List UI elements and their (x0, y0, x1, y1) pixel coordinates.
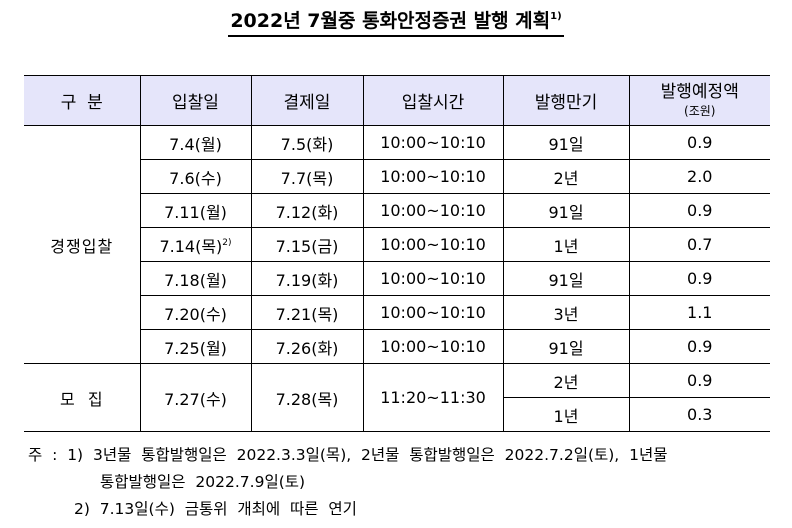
title-footnote-mark: 1) (550, 11, 562, 22)
maturity-cell: 91일 (502, 329, 630, 364)
header-amount-label: 발행예정액 (660, 81, 739, 102)
settlement-date-cell: 7.7(목) (250, 159, 364, 194)
maturity-cell: 2년 (502, 363, 630, 398)
page-title: 2022년 7월중 통화안정증권 발행 계획1) (0, 6, 792, 37)
header-bid-time: 입찰시간 (362, 75, 504, 126)
maturity-cell: 3년 (502, 295, 630, 330)
maturity-cell: 91일 (502, 261, 630, 296)
bid-date-cell: 7.20(수) (140, 295, 252, 330)
header-amount-unit: (조원) (684, 103, 716, 118)
footnote-1-line-1: 주 : 1) 3년물 통합발행일은 2022.3.3일(목), 2년물 통합발행… (28, 446, 668, 464)
table-row: 경쟁입찰 7.4(월) 7.5(화) 10:00~10:10 91일 0.9 (24, 125, 770, 364)
amount-cell: 0.9 (628, 261, 770, 296)
amount-cell: 2.0 (628, 159, 770, 194)
bid-time-cell: 10:00~10:10 (362, 193, 504, 228)
header-settlement-date: 결제일 (250, 75, 364, 126)
maturity-cell: 1년 (503, 397, 630, 432)
bid-time-cell: 10:00~10:10 (362, 159, 504, 194)
header-amount: 발행예정액 (조원) (628, 75, 770, 126)
amount-cell: 1.1 (628, 295, 770, 330)
bid-time-cell: 10:00~10:10 (362, 261, 504, 296)
amount-cell: 0.9 (628, 363, 770, 398)
table-row: 7.14(목)2) 7.15(금) 10:00~10:10 1년 0.7 (24, 227, 770, 262)
bid-date-cell: 7.25(월) (140, 329, 252, 364)
bid-time-cell: 10:00~10:10 (362, 329, 504, 364)
bid-time-cell: 10:00~10:10 (362, 295, 504, 330)
category-competitive-bidding: 경쟁입찰 (24, 125, 141, 364)
maturity-cell: 91일 (502, 125, 630, 160)
header-maturity: 발행만기 (502, 75, 630, 126)
bid-date-cell: 7.4(월) (139, 125, 252, 160)
bid-date-cell: 7.27(수) (139, 363, 252, 432)
maturity-cell: 2년 (502, 159, 630, 194)
settlement-date-cell: 7.26(화) (250, 329, 364, 364)
bid-time-cell: 10:00~10:10 (362, 227, 504, 262)
settlement-date-cell: 7.5(화) (250, 125, 364, 160)
amount-cell: 0.9 (628, 125, 770, 160)
bid-date-cell: 7.11(월) (140, 193, 252, 228)
footnotes: 주 : 1) 3년물 통합발행일은 2022.3.3일(목), 2년물 통합발행… (28, 442, 788, 523)
bid-date-cell: 7.18(월) (140, 261, 252, 296)
table-row: 1년 0.3 (24, 397, 770, 432)
amount-cell: 0.9 (628, 329, 770, 364)
settlement-date-cell: 7.15(금) (250, 227, 364, 262)
table-row: 모 집 7.27(수) 7.28(목) 11:20~11:30 2년 0.9 (24, 363, 770, 432)
maturity-cell: 1년 (502, 227, 630, 262)
settlement-date-cell: 7.19(화) (250, 261, 364, 296)
maturity-cell: 91일 (502, 193, 630, 228)
bid-time-cell: 10:00~10:10 (362, 125, 504, 160)
table-header-row: 구 분 입찰일 결제일 입찰시간 발행만기 발행예정액 (조원) (24, 75, 770, 126)
amount-cell: 0.3 (628, 397, 770, 432)
header-bid-date: 입찰일 (139, 75, 252, 126)
category-public-offering: 모 집 (24, 363, 141, 432)
issuance-plan-table: 구 분 입찰일 결제일 입찰시간 발행만기 발행예정액 (조원) 경쟁입찰 7.… (24, 75, 770, 432)
table-row: 7.20(수) 7.21(목) 10:00~10:10 3년 1.1 (24, 295, 770, 330)
amount-cell: 0.7 (628, 227, 770, 262)
title-text: 2022년 7월중 통화안정증권 발행 계획 (230, 10, 551, 32)
settlement-date-cell: 7.21(목) (250, 295, 364, 330)
bid-time-cell: 11:20~11:30 (362, 363, 504, 432)
bid-date-text: 7.14(목) (159, 236, 223, 256)
bid-date-cell: 7.14(목)2) (140, 227, 252, 262)
table-row: 7.25(월) 7.26(화) 10:00~10:10 91일 0.9 (24, 329, 770, 364)
bid-date-cell: 7.6(수) (140, 159, 252, 194)
footnote-2: 2) 7.13일(수) 금통위 개최에 따른 연기 (74, 500, 357, 518)
settlement-date-cell: 7.28(목) (250, 363, 364, 432)
footnote-1-line-2: 통합발행일은 2022.7.9일(토) (100, 473, 306, 491)
footnote-2-mark: 2) (222, 237, 232, 248)
settlement-date-cell: 7.12(화) (250, 193, 364, 228)
amount-cell: 0.9 (628, 193, 770, 228)
header-category: 구 분 (24, 75, 141, 126)
table-row: 7.11(월) 7.12(화) 10:00~10:10 91일 0.9 (24, 193, 770, 228)
